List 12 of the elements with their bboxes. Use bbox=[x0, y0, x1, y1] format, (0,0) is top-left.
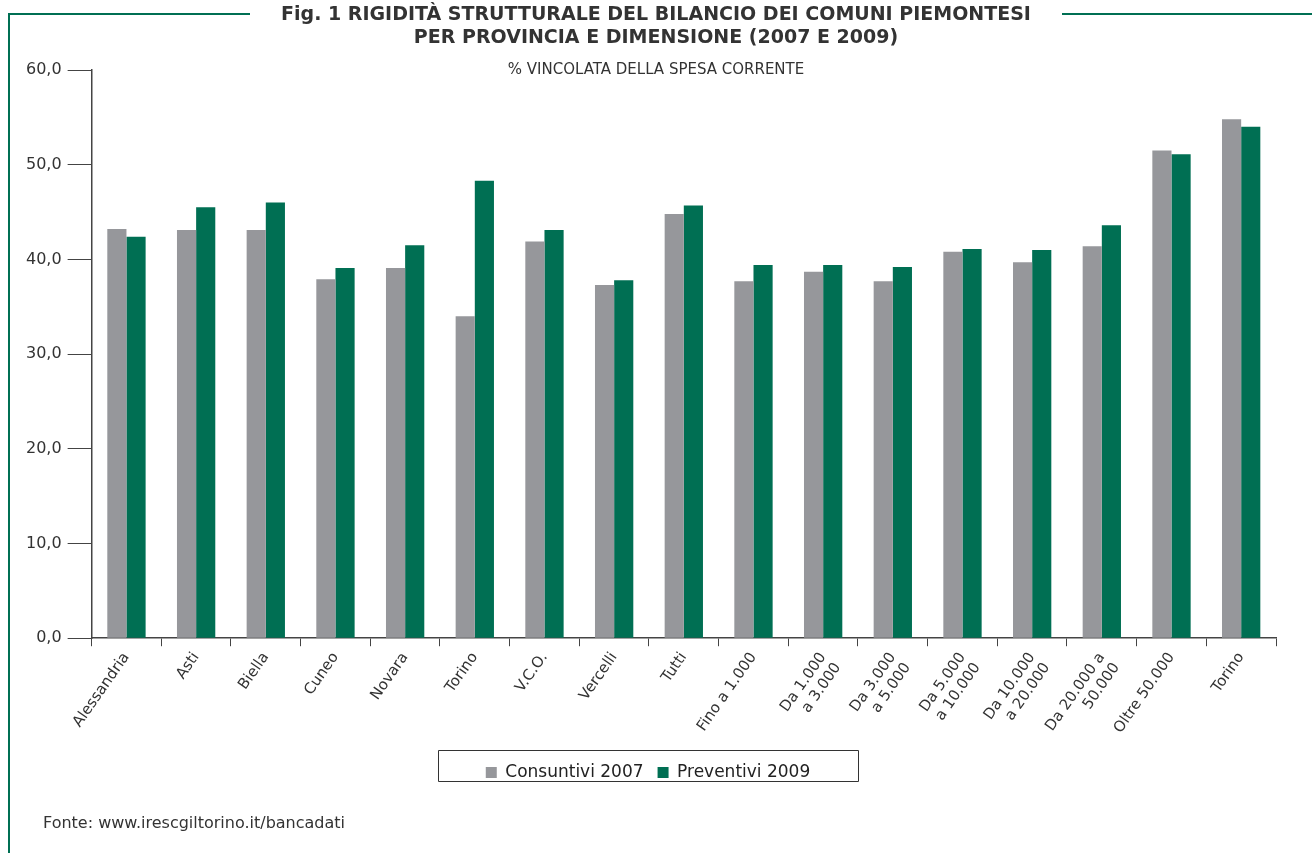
y-tick-label: 40,0 bbox=[26, 248, 62, 268]
y-tick-label: 20,0 bbox=[26, 437, 62, 457]
y-tick-label: 60,0 bbox=[26, 59, 62, 79]
y-tick-label: 10,0 bbox=[26, 532, 62, 552]
legend-label: Preventivi 2009 bbox=[677, 760, 811, 781]
chart-title: Fig. 1 RIGIDITÀ STRUTTURALE DEL BILANCIO DEI COMUNI PIEMONTESI PER PROVINCIA E DIMENSIONE (2007 E 2009) bbox=[250, 2, 1062, 48]
legend-label: Consuntivi 2007 bbox=[505, 760, 644, 781]
y-tick-label: 0,0 bbox=[36, 627, 62, 647]
chart-subtitle: % VINCOLATA DELLA SPESA CORRENTE bbox=[506, 60, 806, 78]
y-tick-label: 50,0 bbox=[26, 153, 62, 173]
y-tick-label: 30,0 bbox=[26, 343, 62, 363]
source-note: Fonte: www.irescgiltorino.it/bancadati bbox=[43, 813, 346, 832]
